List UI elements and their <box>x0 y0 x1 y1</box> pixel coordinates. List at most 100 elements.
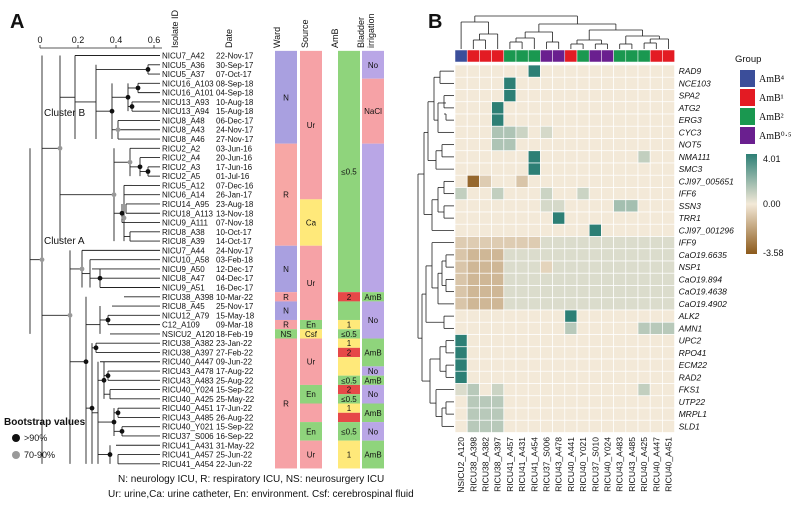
isolate-id: RICU2_A5 <box>162 172 201 181</box>
row-dendrogram <box>417 70 454 427</box>
heatmap-cell <box>515 236 529 250</box>
heatmap-cell <box>552 395 566 409</box>
gene-label: CYC3 <box>679 127 702 137</box>
heatmap-cell <box>588 309 602 323</box>
heatmap-isolate-label: RICU40_Y021 <box>578 437 588 492</box>
gene-label: AMN1 <box>678 323 703 333</box>
source-segment-label: Ur <box>307 451 316 460</box>
heatmap-cell <box>637 64 651 78</box>
heatmap-cell <box>454 174 468 188</box>
isolate-date: 09-Jun-22 <box>216 358 253 367</box>
heatmap-cell <box>491 309 505 323</box>
heatmap-cell <box>503 113 517 127</box>
heatmap-cell <box>576 346 590 360</box>
heatmap-cell <box>649 272 663 286</box>
heatmap-cell <box>503 89 517 103</box>
heatmap-cell <box>527 89 541 103</box>
heatmap-cell <box>552 370 566 384</box>
heatmap-cell <box>613 174 627 188</box>
heatmap-cell <box>649 370 663 384</box>
heatmap-cell <box>540 248 553 262</box>
isolate-date: 26-Jan-17 <box>216 191 253 200</box>
heatmap-cell <box>637 370 651 384</box>
isolate-date: 04-Dec-17 <box>216 274 254 283</box>
heatmap-cell <box>564 395 578 409</box>
isolate-id: RICU40_A447 <box>162 358 214 367</box>
heatmap-cell <box>515 285 529 299</box>
heatmap-cell <box>466 272 480 286</box>
heatmap-cell <box>552 162 566 176</box>
heatmap-cell <box>649 125 663 139</box>
heatmap-cell <box>454 407 468 421</box>
heatmap-cell <box>515 138 529 152</box>
heatmap-cell <box>662 187 675 201</box>
isolate-id: RICU41_A457 <box>162 451 214 460</box>
heatmap-cell <box>625 89 639 103</box>
heatmap-cell <box>479 419 492 433</box>
heatmap-cell <box>503 419 517 433</box>
isolate-id: RICU38_A398 <box>162 293 214 302</box>
heatmap-cell <box>662 138 675 152</box>
scale-max: 4.01 <box>763 154 781 164</box>
bladder-segment <box>362 50 384 79</box>
heatmap-cell <box>649 236 663 250</box>
heatmap-cell <box>588 248 602 262</box>
gene-label: CJI97_005651 <box>679 176 735 186</box>
bladder-segment <box>362 143 384 293</box>
heatmap-cell <box>491 321 505 335</box>
axis-tick-label: 0.6 <box>148 35 161 45</box>
heatmap-isolate-label: RICU40_A425 <box>639 437 649 492</box>
bootstrap-node <box>67 312 73 318</box>
heatmap-cell <box>515 150 529 164</box>
group-cell <box>649 49 663 63</box>
heatmap-cell <box>649 199 663 213</box>
heatmap-cell <box>503 395 517 409</box>
heatmap-cell <box>454 187 468 201</box>
bootstrap-node <box>109 108 115 114</box>
heatmap-cell <box>527 272 541 286</box>
isolate-id: NICU7_A44 <box>162 246 205 255</box>
amb-segment <box>338 292 360 302</box>
isolate-date: 23-Jan-22 <box>216 339 253 348</box>
heatmap-cell <box>588 138 602 152</box>
ward-segment-label: R <box>283 321 289 330</box>
heatmap-cell <box>649 223 663 237</box>
heatmap-cell <box>649 138 663 152</box>
heatmap-cell <box>576 150 590 164</box>
heatmap-cell <box>540 321 553 335</box>
heatmap-cell <box>637 272 651 286</box>
source-segment <box>300 338 322 385</box>
heatmap-cell <box>491 174 505 188</box>
heatmap-cell <box>601 223 614 237</box>
heatmap-isolate-label: RICU37_S010 <box>590 437 600 492</box>
heatmap-cell <box>466 113 480 127</box>
heatmap-cell <box>625 395 639 409</box>
heatmap-cell <box>613 162 627 176</box>
heatmap-cell <box>576 113 590 127</box>
heatmap-cell <box>491 419 505 433</box>
heatmap-cell <box>601 346 614 360</box>
amb-segment <box>338 338 360 348</box>
bootstrap-node <box>145 169 151 174</box>
isolate-id: RICU18_A113 <box>162 209 214 218</box>
footnote-wards: N: neurology ICU, R: respiratory ICU, NS… <box>118 474 384 485</box>
heatmap-cell <box>552 383 566 397</box>
heatmap-cell <box>479 125 492 139</box>
heatmap-cell <box>479 64 492 78</box>
heatmap-cell <box>662 248 675 262</box>
amb-segment <box>338 412 360 423</box>
heatmap-cell <box>588 199 602 213</box>
panel-a: A 0 0.2 0.4 0.6 Cluster B Cluster A NICU7_A… <box>4 9 414 500</box>
heatmap-cell <box>613 370 627 384</box>
heatmap-cell <box>576 89 590 103</box>
heatmap-cell <box>454 223 468 237</box>
heatmap-cell <box>540 223 553 237</box>
isolate-id: C12_A109 <box>162 321 200 330</box>
heatmap-cell <box>576 272 590 286</box>
isolate-date: 13-Nov-18 <box>216 209 254 218</box>
heatmap-cell <box>637 211 651 225</box>
isolate-date: 20-Jun-16 <box>216 154 253 163</box>
heatmap-cell <box>466 419 480 433</box>
bladder-segment-label: AmB <box>364 409 381 418</box>
heatmap-cell <box>466 187 480 201</box>
